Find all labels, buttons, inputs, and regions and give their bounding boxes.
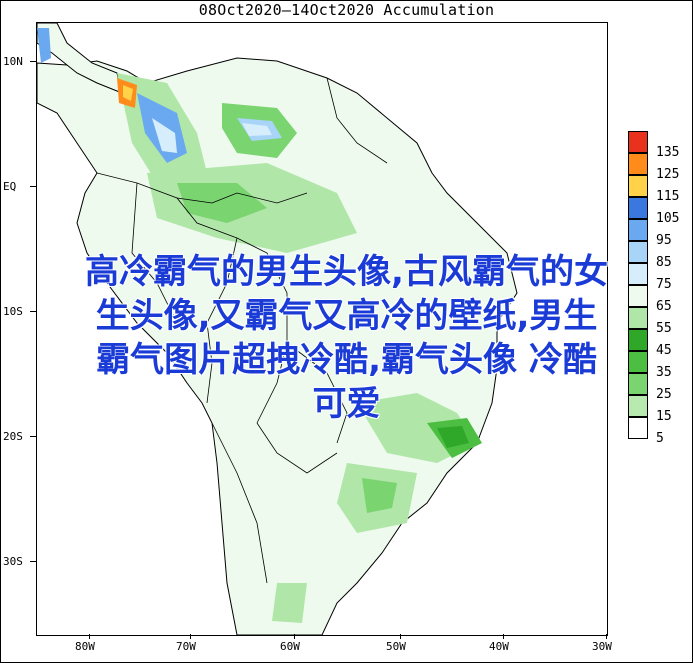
legend-label: 15 — [656, 409, 672, 424]
lon-tick — [400, 634, 401, 639]
lon-tick — [89, 634, 90, 639]
legend-swatch — [628, 307, 648, 329]
lat-label: EQ — [3, 180, 17, 193]
legend-swatch — [628, 351, 648, 373]
legend-label: 115 — [656, 189, 680, 204]
lat-label: 30S — [3, 555, 23, 568]
legend-swatch — [628, 219, 648, 241]
precipitation-map — [36, 22, 608, 636]
legend-label: 125 — [656, 167, 680, 182]
lat-label: 20S — [3, 430, 23, 443]
lon-label: 60W — [280, 640, 300, 653]
country-borders — [96, 77, 388, 584]
lon-tick — [606, 634, 607, 639]
legend-label: 135 — [656, 145, 680, 160]
legend-swatch — [628, 241, 648, 263]
lon-label: 80W — [75, 640, 95, 653]
lat-tick — [30, 436, 36, 437]
legend-swatch — [628, 329, 648, 351]
legend-label: 35 — [656, 365, 672, 380]
legend-swatch — [628, 285, 648, 307]
lon-label: 30W — [592, 640, 612, 653]
legend-swatch — [628, 153, 648, 175]
legend-swatch — [628, 417, 648, 439]
lon-tick — [190, 634, 191, 639]
lon-label: 50W — [386, 640, 406, 653]
lon-label: 70W — [176, 640, 196, 653]
legend-swatch — [628, 373, 648, 395]
lat-label: 10N — [3, 55, 23, 68]
legend-label: 45 — [656, 343, 672, 358]
lat-label: 10S — [3, 305, 23, 318]
legend-label: 75 — [656, 277, 672, 292]
legend-label: 85 — [656, 255, 672, 270]
legend-label: 65 — [656, 299, 672, 314]
lat-tick — [30, 311, 36, 312]
lat-tick — [30, 561, 36, 562]
legend-swatch — [628, 131, 648, 153]
legend-label: 95 — [656, 233, 672, 248]
legend-swatch — [628, 197, 648, 219]
legend-label: 5 — [656, 431, 664, 446]
legend-label: 55 — [656, 321, 672, 336]
map-canvas — [37, 23, 607, 635]
precipitation-fields — [37, 28, 482, 623]
lon-tick — [503, 634, 504, 639]
lon-label: 40W — [489, 640, 509, 653]
legend-swatch — [628, 263, 648, 285]
lat-tick — [30, 186, 36, 187]
legend-swatch — [628, 395, 648, 417]
lat-tick — [30, 61, 36, 62]
legend-label: 105 — [656, 211, 680, 226]
legend-label: 25 — [656, 387, 672, 402]
lon-tick — [294, 634, 295, 639]
legend-swatch — [628, 175, 648, 197]
map-title: 08Oct2020—14Oct2020 Accumulation — [198, 1, 495, 19]
